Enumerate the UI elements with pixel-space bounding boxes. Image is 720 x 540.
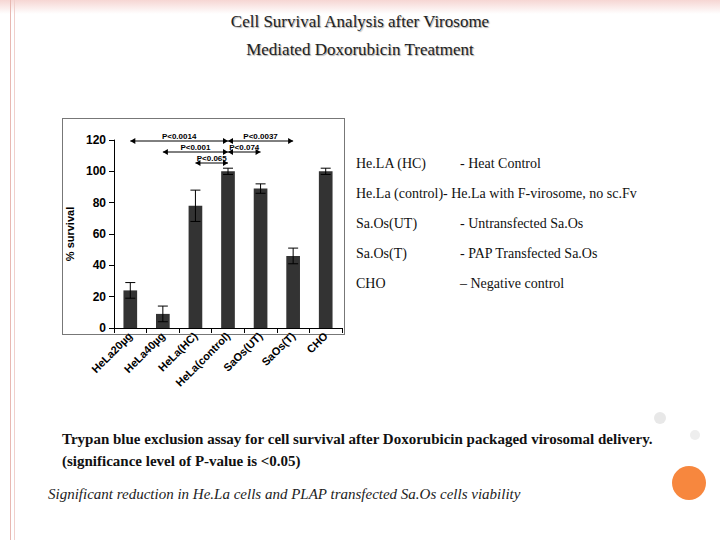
svg-text:HeLa(control): HeLa(control) <box>173 330 232 389</box>
svg-text:P<0.065: P<0.065 <box>197 154 228 163</box>
svg-text:80: 80 <box>93 196 107 210</box>
html-text:Sa.Os(UT): Sa.Os(UT) <box>356 216 417 231</box>
html-text:CHO: CHO <box>356 276 386 291</box>
svg-text:SaOs(UT): SaOs(UT) <box>221 330 265 374</box>
html-text:- Untransfected Sa.Os: - Untransfected Sa.Os <box>460 216 584 231</box>
svg-text:HeLa40µg: HeLa40µg <box>121 329 168 376</box>
svg-text:CHO: CHO <box>304 329 330 355</box>
svg-text:100: 100 <box>86 164 106 178</box>
svg-text:SaOs(T): SaOs(T) <box>259 330 298 369</box>
svg-text:20: 20 <box>93 290 107 304</box>
html-text:Trypan blue exclusion assay fo: Trypan blue exclusion assay for cell sur… <box>62 431 653 469</box>
html-text:Cell Survival Analysis after V: Cell Survival Analysis after Virosome <box>230 12 490 31</box>
svg-text:P<0.001: P<0.001 <box>180 143 211 152</box>
svg-text:120: 120 <box>86 133 106 147</box>
svg-text:HeLa20µg: HeLa20µg <box>89 329 135 376</box>
html-text:– Negative control: – Negative control <box>460 276 565 291</box>
html-text:- PAP Transfected Sa.Os: - PAP Transfected Sa.Os <box>460 246 598 261</box>
html-text:He.La (control) - He.La with F: He.La (control) - He.La with F-virosome,… <box>356 186 637 201</box>
html-text:Mediated Doxorubicin Treatment: Mediated Doxorubicin Treatment <box>246 40 474 59</box>
html-text:Significant reduction in He.La: Significant reduction in He.La cells and… <box>48 486 521 502</box>
svg-text:40: 40 <box>93 258 107 272</box>
svg-text:60: 60 <box>93 227 107 241</box>
svg-text:P<0.074: P<0.074 <box>229 143 260 152</box>
svg-text:P<0.0037: P<0.0037 <box>243 132 278 141</box>
html-text:He.LA (HC): He.LA (HC) <box>356 156 426 171</box>
svg-text:P<0.0014: P<0.0014 <box>162 132 197 141</box>
html-text:- Heat Control: - Heat Control <box>460 156 541 171</box>
svg-text:% survival: % survival <box>64 207 76 261</box>
svg-text:HeLa(HC): HeLa(HC) <box>155 329 200 374</box>
html-text:Sa.Os(T): Sa.Os(T) <box>356 246 407 261</box>
svg-text:0: 0 <box>99 321 106 335</box>
